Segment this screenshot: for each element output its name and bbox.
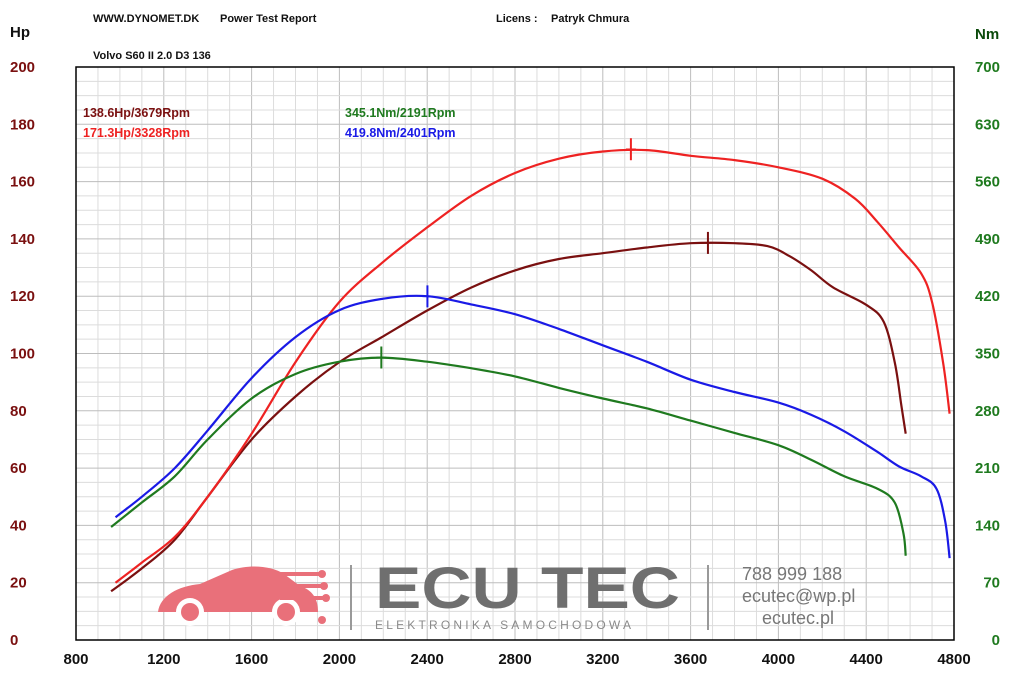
y-left-tick-label: 0 [10,632,18,649]
x-tick-label: 1600 [235,651,268,668]
x-tick-label: 800 [63,651,88,668]
x-tick-label: 3600 [674,651,707,668]
axis-ticks: 0204060801001201401601802000701402102803… [10,59,1000,668]
license-label: Licens : [496,13,538,25]
vehicle-name: Volvo S60 II 2.0 D3 136 [93,50,211,62]
report-site: WWW.DYNOMET.DK [93,13,200,25]
report-title: Power Test Report [220,13,317,25]
brand-email: ecutec@wp.pl [742,586,855,606]
y-right-tick-label: 70 [983,575,1000,592]
x-tick-label: 1200 [147,651,180,668]
y-left-tick-label: 40 [10,517,27,534]
x-tick-label: 2000 [323,651,356,668]
peak-label-power-2: 171.3Hp/3328Rpm [83,126,190,140]
brand-logo-text: ECU TEC [375,556,680,621]
peak-label-torque-1: 345.1Nm/2191Rpm [345,106,455,120]
series-line-4 [114,294,951,559]
x-tick-label: 3200 [586,651,619,668]
y-left-tick-label: 200 [10,59,35,76]
y-right-tick-label: 420 [975,288,1000,305]
y-left-tick-label: 160 [10,174,35,191]
brand-website: ecutec.pl [762,608,834,628]
right-axis-unit: Nm [975,26,1000,43]
series-line-1 [110,241,907,593]
peak-label-power-1: 138.6Hp/3679Rpm [83,106,190,120]
x-tick-label: 4000 [762,651,795,668]
brand-divider-right [707,565,709,630]
plot-frame [75,66,955,641]
brand-watermark: ECU TEC ELEKTRONIKA SAMOCHODOWA 788 999 … [158,556,855,632]
y-right-tick-label: 350 [975,346,1000,363]
left-axis-unit: Hp [10,24,30,41]
y-right-tick-label: 700 [975,59,1000,76]
y-left-tick-label: 180 [10,116,35,133]
y-right-tick-label: 0 [992,632,1000,649]
series-line-3 [110,356,907,556]
chart-series [110,148,951,593]
y-left-tick-label: 80 [10,403,27,420]
y-right-tick-label: 210 [975,460,1000,477]
y-left-tick-label: 140 [10,231,35,248]
y-left-tick-label: 20 [10,575,27,592]
x-tick-label: 4400 [850,651,883,668]
y-right-tick-label: 140 [975,517,1000,534]
y-left-tick-label: 120 [10,288,35,305]
y-left-tick-label: 100 [10,346,35,363]
x-tick-label: 2400 [411,651,444,668]
brand-phone: 788 999 188 [742,564,842,584]
car-logo-icon [158,566,330,626]
x-tick-label: 2800 [498,651,531,668]
peak-markers [376,138,713,369]
y-right-tick-label: 560 [975,174,1000,191]
peak-label-torque-2: 419.8Nm/2401Rpm [345,126,455,140]
y-left-tick-label: 60 [10,460,27,477]
series-line-2 [114,148,951,584]
brand-divider-left [350,565,352,630]
peak-labels: 138.6Hp/3679Rpm 171.3Hp/3328Rpm 345.1Nm/… [83,106,455,140]
x-tick-label: 4800 [937,651,970,668]
y-right-tick-label: 280 [975,403,1000,420]
brand-logo-subtitle: ELEKTRONIKA SAMOCHODOWA [375,618,634,632]
y-right-tick-label: 630 [975,116,1000,133]
license-name: Patryk Chmura [551,13,630,25]
chart-grid [76,67,954,640]
y-right-tick-label: 490 [975,231,1000,248]
